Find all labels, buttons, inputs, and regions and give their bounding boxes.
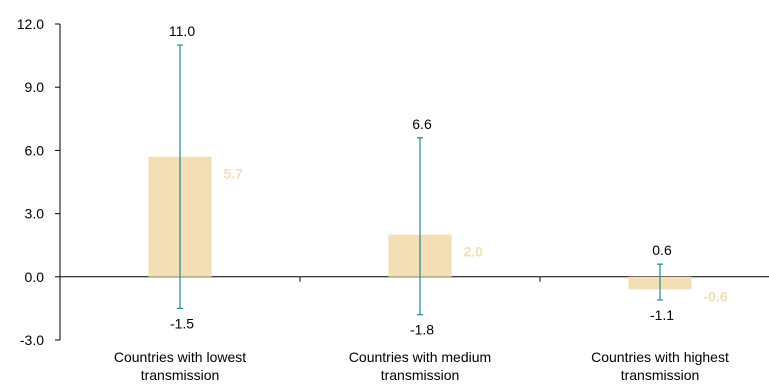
labels: 11.0 -1.5 5.7 Countries with lowest transmis… bbox=[114, 23, 729, 383]
bar-value-label: 5.7 bbox=[224, 166, 244, 182]
error-high-label: 0.6 bbox=[652, 242, 672, 258]
y-tick-label: 3.0 bbox=[25, 206, 45, 222]
y-tick-label: 9.0 bbox=[25, 79, 45, 95]
category-label-line: transmission bbox=[621, 367, 700, 383]
error-bars bbox=[177, 44, 663, 316]
y-tick-label: 12.0 bbox=[17, 16, 44, 32]
category-label: Countries with medium transmission bbox=[349, 349, 491, 383]
category-label: Countries with highest transmission bbox=[591, 349, 729, 383]
error-low-label: -1.8 bbox=[410, 322, 434, 338]
error-low-label: -1.5 bbox=[170, 315, 194, 331]
category-label-line: Countries with lowest bbox=[114, 349, 246, 365]
category-label-line: transmission bbox=[141, 367, 220, 383]
category-label-line: Countries with highest bbox=[591, 349, 729, 365]
category-label: Countries with lowest transmission bbox=[114, 349, 246, 383]
category-label-line: Countries with medium bbox=[349, 349, 491, 365]
bar-value-label: 2.0 bbox=[464, 244, 484, 260]
bar-value-label: -0.6 bbox=[704, 288, 728, 304]
axes: -3.0 0.0 3.0 6.0 9.0 12.0 bbox=[17, 16, 769, 348]
y-tick-label: 0.0 bbox=[25, 269, 45, 285]
error-high-label: 6.6 bbox=[412, 116, 432, 132]
category-label-line: transmission bbox=[381, 367, 460, 383]
error-high-label: 11.0 bbox=[169, 23, 195, 39]
error-low-label: -1.1 bbox=[650, 307, 674, 323]
y-tick-label: -3.0 bbox=[20, 332, 44, 348]
y-tick-label: 6.0 bbox=[25, 142, 45, 158]
